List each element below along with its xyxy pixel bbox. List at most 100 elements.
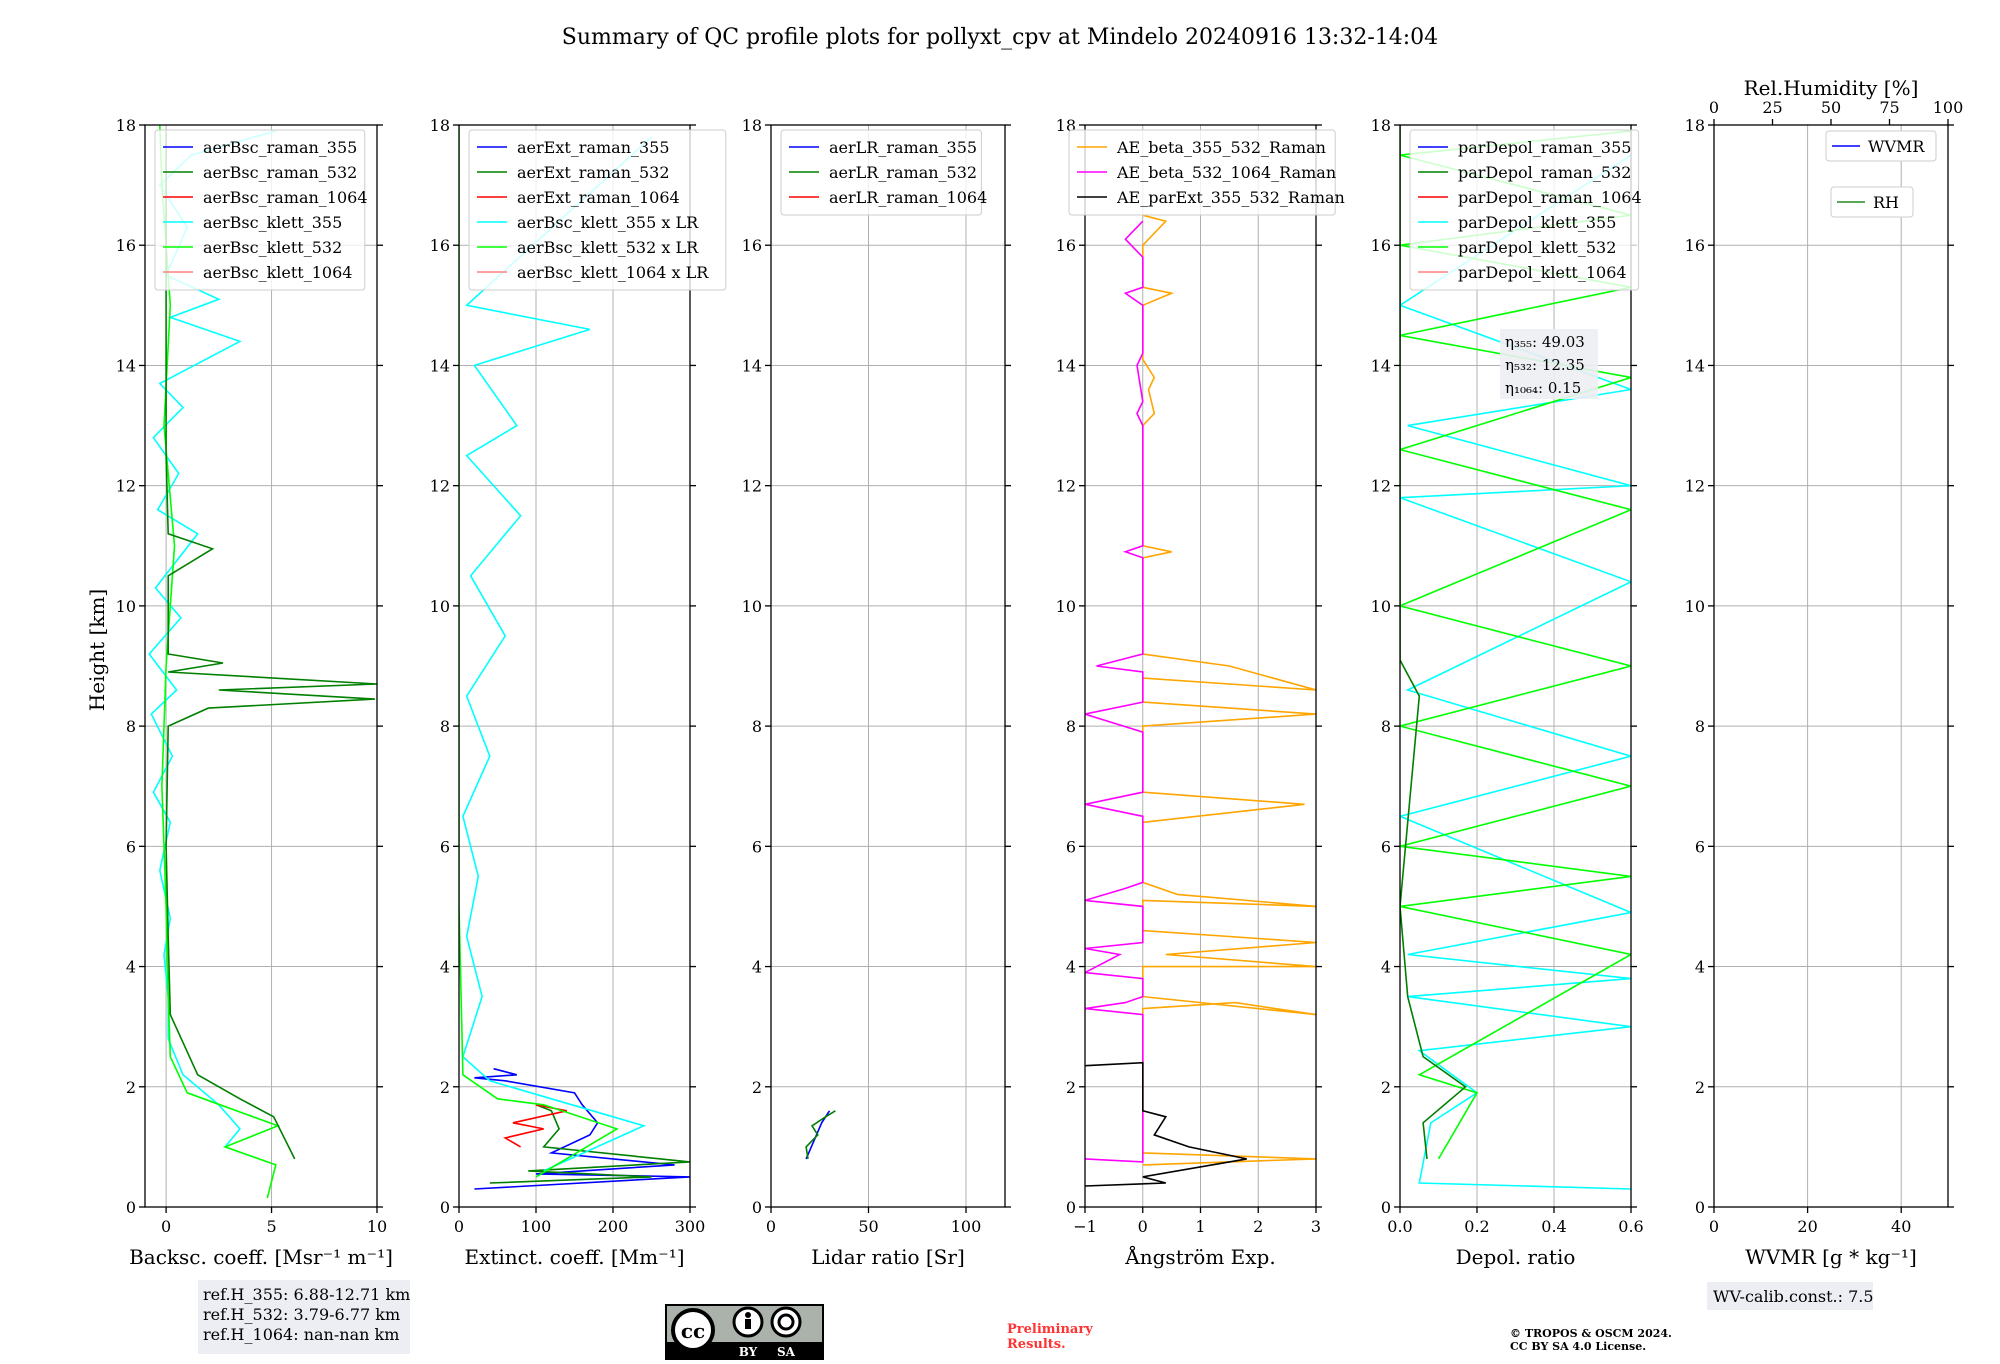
series-line-aerBsc_raman_532 xyxy=(165,131,377,1160)
y-tick-label: 0 xyxy=(1381,1198,1391,1217)
x-axis-label: Extinct. coeff. [Mm⁻¹] xyxy=(464,1245,684,1269)
y-tick-label: 12 xyxy=(742,477,762,496)
y-tick-label: 12 xyxy=(1371,477,1391,496)
legend-item-RH: RH xyxy=(1830,186,1914,218)
x-tick-label: 0.2 xyxy=(1464,1217,1489,1236)
y-tick-label: 4 xyxy=(1695,958,1705,977)
legend-label-parDepol_raman_355: parDepol_raman_355 xyxy=(1458,138,1631,157)
legend-depol: parDepol_raman_355 parDepol_raman_532 parD… xyxy=(1409,129,1642,291)
y-tick-label: 2 xyxy=(440,1078,450,1097)
legend-angstrom: AE_beta_355_532_Raman AE_beta_532_1064_Ra… xyxy=(1068,129,1345,216)
x-tick-label: 0.6 xyxy=(1618,1217,1643,1236)
y-tick-label: 4 xyxy=(1066,958,1076,977)
x-axis-label: Backsc. coeff. [Msr⁻¹ m⁻¹] xyxy=(129,1245,393,1269)
cc-license-badge: cc BY SA xyxy=(665,1304,824,1360)
x-tick-label: 0 xyxy=(454,1217,464,1236)
series-line-aerExt_raman_1064 xyxy=(503,1104,567,1148)
y-tick-label: 0 xyxy=(1066,1198,1076,1217)
top-tick-label: 0 xyxy=(1709,98,1719,117)
series-group xyxy=(1085,214,1316,1187)
x-tick-label: 20 xyxy=(1797,1217,1817,1236)
y-tick-label: 12 xyxy=(1685,477,1705,496)
by-person-head xyxy=(745,1312,751,1318)
y-tick-label: 16 xyxy=(116,236,136,255)
y-tick-label: 10 xyxy=(430,597,450,616)
by-label: BY xyxy=(739,1345,758,1359)
series-line-AE_beta_532_1064_Raman xyxy=(1085,220,1144,1163)
y-tick-label: 6 xyxy=(126,837,136,856)
legend-backscatter: aerBsc_raman_355 aerBsc_raman_532 aerBsc_r… xyxy=(154,129,368,291)
legend-label-aerExt_raman_355: aerExt_raman_355 xyxy=(517,138,670,157)
x-tick-label: 200 xyxy=(598,1217,629,1236)
y-tick-label: 8 xyxy=(1381,717,1391,736)
ref-heights-background xyxy=(198,1280,410,1354)
x-axis-label: WVMR [g * kg⁻¹] xyxy=(1745,1245,1917,1269)
y-tick-label: 10 xyxy=(1056,597,1076,616)
y-tick-label: 0 xyxy=(440,1198,450,1217)
x-tick-label: 100 xyxy=(521,1217,552,1236)
eta-label: η₃₅₅: 49.03 xyxy=(1505,333,1585,351)
legend-label: WVMR xyxy=(1868,137,1925,156)
x-tick-label: 300 xyxy=(675,1217,706,1236)
legend-label-aerBsc_klett_355 x LR: aerBsc_klett_355 x LR xyxy=(517,213,699,232)
legend-label-parDepol_klett_532: parDepol_klett_532 xyxy=(1458,238,1616,257)
y-tick-label: 4 xyxy=(126,958,136,977)
series-line-aerBsc_klett_355 x LR xyxy=(461,136,653,1172)
y-tick-label: 8 xyxy=(752,717,762,736)
legend-label-aerLR_raman_532: aerLR_raman_532 xyxy=(829,163,977,182)
y-tick-label: 6 xyxy=(1695,837,1705,856)
axes-frame xyxy=(1399,124,1632,1208)
cc-letters: cc xyxy=(681,1319,705,1343)
ref-heights-box: ref.H_355: 6.88-12.71 km ref.H_532: 3.79… xyxy=(198,1280,410,1354)
figure-title: Summary of QC profile plots for pollyxt_… xyxy=(562,25,1438,50)
legend-label-parDepol_raman_532: parDepol_raman_532 xyxy=(1458,163,1631,182)
x-axis-label: Depol. ratio xyxy=(1456,1245,1576,1269)
legend-box xyxy=(468,129,727,291)
ref-height-532: ref.H_532: 3.79-6.77 km xyxy=(203,1305,400,1324)
x-axis-label: Lidar ratio [Sr] xyxy=(811,1245,965,1269)
y-tick-label: 12 xyxy=(430,477,450,496)
y-tick-label: 12 xyxy=(1056,477,1076,496)
y-tick-label: 8 xyxy=(440,717,450,736)
series-line-AE_beta_355_532_Raman xyxy=(1142,214,1316,1166)
eta-box xyxy=(1500,329,1598,399)
y-tick-label: 2 xyxy=(1066,1078,1076,1097)
legend-box xyxy=(1830,186,1914,218)
top-tick-label: 50 xyxy=(1821,98,1841,117)
y-tick-label: 10 xyxy=(742,597,762,616)
legend-label-aerLR_raman_1064: aerLR_raman_1064 xyxy=(829,188,987,207)
x-axis-label: Ångström Exp. xyxy=(1124,1244,1275,1269)
axes-frame xyxy=(144,124,378,1208)
y-tick-label: 18 xyxy=(1685,116,1705,135)
legend-box xyxy=(780,129,982,216)
series-line-parDepol_raman_532 xyxy=(1400,125,1467,1159)
x-tick-label: 1 xyxy=(1195,1217,1205,1236)
x-tick-label: 5 xyxy=(266,1217,276,1236)
cc-icon xyxy=(671,1308,715,1352)
preliminary-line-1: Preliminary xyxy=(1007,1322,1093,1337)
y-tick-label: 14 xyxy=(430,356,450,375)
axes-frame xyxy=(458,124,691,1208)
legend-label-aerExt_raman_532: aerExt_raman_532 xyxy=(517,163,670,182)
y-tick-label: 14 xyxy=(742,356,762,375)
axes-frame xyxy=(770,124,1006,1208)
x-tick-label: 3 xyxy=(1311,1217,1321,1236)
legend-label-parDepol_klett_355: parDepol_klett_355 xyxy=(1458,213,1616,232)
series-line-aerExt_raman_532 xyxy=(489,1104,690,1184)
x-tick-label: 100 xyxy=(951,1217,982,1236)
top-tick-label: 25 xyxy=(1762,98,1782,117)
y-tick-label: 14 xyxy=(116,356,136,375)
legend-box xyxy=(1068,129,1336,216)
legend-label-aerBsc_klett_1064: aerBsc_klett_1064 xyxy=(203,263,352,282)
series-line-parDepol_klett_355 xyxy=(1400,154,1631,1190)
eta-label: η₁₀₆₄: 0.15 xyxy=(1505,379,1581,397)
y-tick-label: 10 xyxy=(1685,597,1705,616)
y-tick-label: 18 xyxy=(430,116,450,135)
y-tick-label: 16 xyxy=(1371,236,1391,255)
legend-label-aerExt_raman_1064: aerExt_raman_1064 xyxy=(517,188,680,207)
y-tick-label: 14 xyxy=(1056,356,1076,375)
